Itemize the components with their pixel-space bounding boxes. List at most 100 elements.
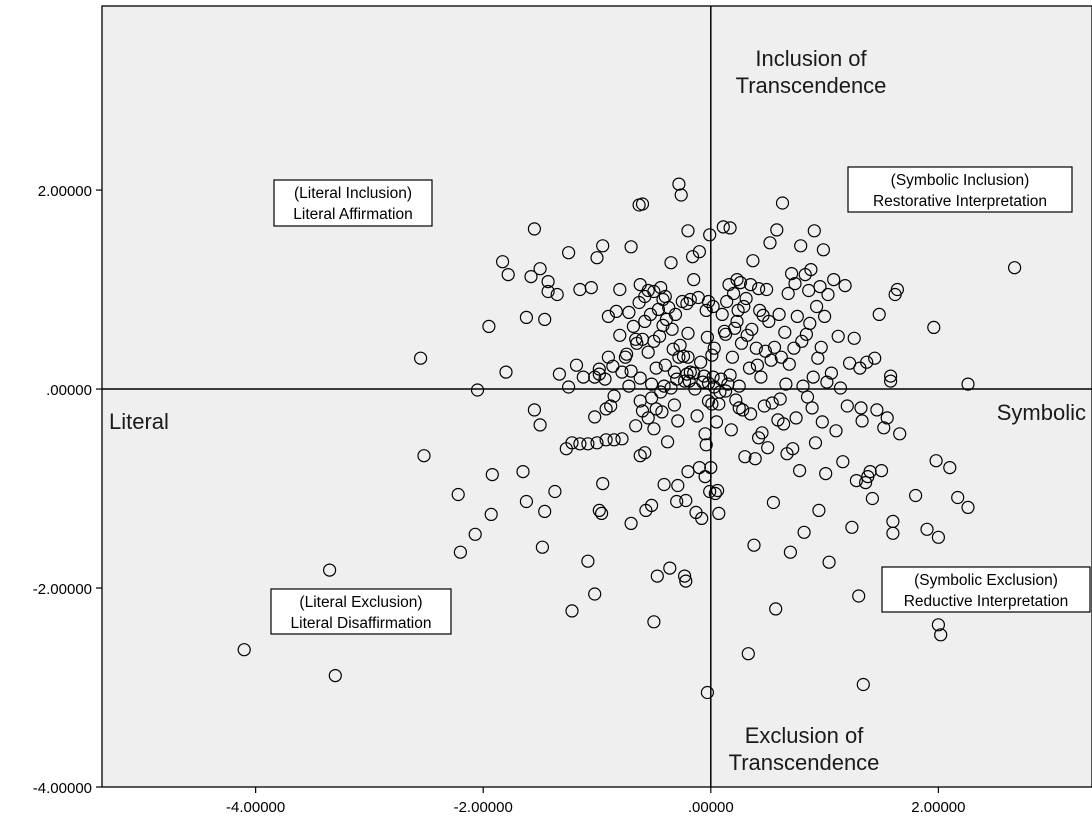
data-point bbox=[665, 322, 679, 336]
data-point bbox=[615, 432, 629, 446]
data-point bbox=[643, 307, 658, 321]
data-point bbox=[613, 328, 627, 342]
data-point bbox=[745, 322, 759, 336]
quadrant-bottom-left-line1: (Literal Exclusion) bbox=[299, 594, 422, 611]
data-point bbox=[749, 341, 763, 355]
data-point bbox=[815, 415, 829, 429]
data-point bbox=[687, 273, 701, 287]
data-point bbox=[784, 267, 799, 281]
data-point bbox=[561, 380, 576, 394]
data-point bbox=[886, 526, 900, 540]
data-point bbox=[607, 433, 621, 447]
data-point bbox=[672, 177, 686, 191]
data-point bbox=[767, 340, 782, 354]
data-point bbox=[592, 503, 606, 517]
data-point bbox=[742, 361, 757, 375]
data-point bbox=[681, 224, 695, 238]
data-point bbox=[690, 409, 704, 423]
data-point bbox=[874, 464, 889, 478]
data-point bbox=[681, 350, 695, 364]
data-point bbox=[499, 365, 513, 379]
data-point bbox=[687, 366, 701, 380]
quadrant-top-right-line2: Restorative Interpretation bbox=[873, 193, 1047, 210]
data-point bbox=[516, 465, 530, 479]
data-point bbox=[733, 276, 748, 290]
quadrant-bottom-right-line1: (Symbolic Exclusion) bbox=[914, 572, 1058, 589]
data-point bbox=[679, 574, 693, 588]
data-point bbox=[710, 483, 725, 498]
data-point bbox=[655, 405, 669, 419]
data-point bbox=[581, 437, 595, 451]
data-point bbox=[872, 307, 886, 321]
data-point bbox=[908, 488, 923, 503]
data-point bbox=[548, 484, 562, 499]
data-point bbox=[644, 377, 659, 391]
data-point bbox=[858, 476, 873, 490]
data-point bbox=[737, 299, 751, 314]
data-point bbox=[732, 379, 746, 393]
data-point bbox=[606, 359, 620, 373]
data-point bbox=[700, 685, 715, 700]
data-point bbox=[706, 299, 720, 314]
data-point bbox=[679, 493, 693, 508]
data-point bbox=[709, 415, 724, 429]
data-point bbox=[743, 407, 758, 421]
data-point bbox=[484, 507, 498, 522]
data-point bbox=[565, 604, 579, 618]
data-point bbox=[624, 516, 638, 531]
quadrant-bottom-left-line2: Literal Disaffirmation bbox=[291, 615, 432, 632]
data-point bbox=[779, 377, 793, 391]
data-point bbox=[633, 371, 647, 385]
data-point bbox=[660, 435, 675, 449]
data-point bbox=[622, 379, 636, 393]
annotation-bottom-line1: Exclusion of bbox=[745, 723, 865, 748]
data-point bbox=[676, 349, 691, 363]
annotation-bottom-line2: Transcendence bbox=[729, 750, 880, 775]
data-point bbox=[927, 320, 941, 334]
data-point bbox=[855, 414, 869, 428]
data-point bbox=[951, 490, 965, 505]
data-point bbox=[755, 426, 769, 440]
data-point bbox=[703, 484, 717, 499]
data-point bbox=[629, 419, 643, 433]
data-point bbox=[759, 282, 774, 297]
data-point bbox=[681, 465, 695, 479]
quadrant-top-left-line1: (Literal Inclusion) bbox=[294, 185, 412, 202]
data-point bbox=[772, 307, 786, 321]
data-point bbox=[615, 365, 629, 379]
data-point bbox=[663, 561, 677, 575]
data-point bbox=[789, 411, 803, 425]
data-point bbox=[697, 369, 711, 383]
data-point bbox=[535, 540, 550, 554]
data-point bbox=[707, 341, 721, 355]
data-point bbox=[920, 522, 934, 536]
x-tick-label: .00000 bbox=[688, 799, 734, 816]
data-point bbox=[738, 450, 752, 464]
data-point bbox=[715, 307, 729, 321]
data-point bbox=[718, 384, 733, 398]
data-point bbox=[750, 358, 765, 372]
data-point bbox=[773, 392, 787, 406]
data-point bbox=[748, 452, 762, 466]
data-point bbox=[1007, 261, 1022, 275]
data-point bbox=[730, 273, 744, 287]
quadrant-label-top-left: (Literal Inclusion) Literal Affirmation bbox=[273, 179, 433, 227]
data-point bbox=[323, 563, 337, 577]
data-point bbox=[592, 362, 606, 376]
data-point bbox=[647, 615, 661, 629]
data-point bbox=[860, 355, 874, 369]
data-point bbox=[641, 283, 655, 298]
data-point bbox=[728, 321, 742, 335]
data-point bbox=[713, 385, 727, 399]
data-point bbox=[724, 423, 738, 437]
data-point bbox=[588, 410, 602, 424]
data-point bbox=[849, 474, 864, 488]
data-point bbox=[622, 305, 636, 319]
data-point bbox=[699, 303, 713, 317]
data-point bbox=[751, 282, 766, 296]
data-point bbox=[701, 394, 716, 408]
data-point bbox=[833, 381, 848, 395]
data-point bbox=[774, 350, 788, 364]
data-point bbox=[647, 422, 661, 436]
data-point bbox=[527, 222, 542, 236]
